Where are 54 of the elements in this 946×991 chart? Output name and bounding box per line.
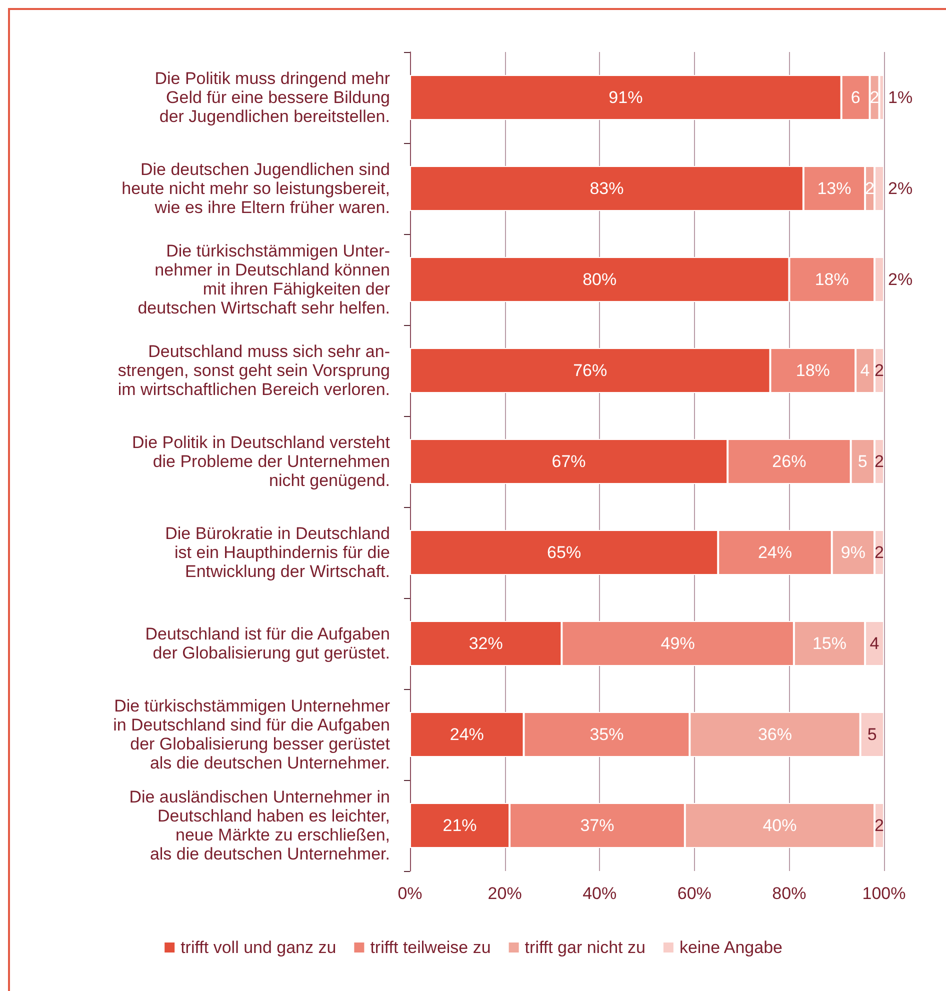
data-label: 1% xyxy=(888,88,913,107)
legend-label: trifft voll und ganz zu xyxy=(180,938,336,957)
legend-label: keine Angabe xyxy=(679,938,782,957)
y-tick-label: Die Politik in Deutschland versteht die Probleme der Unternehmen nicht genügend. xyxy=(132,433,390,490)
y-tick-label: Die Bürokratie in Deutschland ist ein Haupthindernis für die Entwicklung der Wirtschaft. xyxy=(165,524,390,581)
data-label: 32% xyxy=(468,634,503,653)
data-label: 21% xyxy=(442,816,477,835)
y-tick-label: Die deutschen Jugendlichen sind heute nicht mehr so leistungsbereit, wie es ihre Eltern früher waren. xyxy=(122,160,390,217)
data-label: 15% xyxy=(812,634,847,653)
data-label: 26% xyxy=(772,452,806,471)
data-label: 2 xyxy=(870,88,880,107)
data-label: 40% xyxy=(762,816,797,835)
data-label: 2 xyxy=(865,179,875,198)
data-label: 6 xyxy=(850,88,860,107)
data-label: 9% xyxy=(840,543,866,562)
data-label: 83% xyxy=(590,179,624,198)
y-tick-label: Die Politik muss dringend mehr Geld für eine bessere Bildung der Jugendlichen bereitstellen. xyxy=(154,69,390,126)
data-label: 65% xyxy=(547,543,582,562)
x-tick-label: 80% xyxy=(772,884,806,903)
data-label: 2% xyxy=(888,270,913,289)
data-label: 76% xyxy=(573,361,608,380)
data-label: 2 xyxy=(874,361,884,380)
legend-label: trifft teilweise zu xyxy=(370,938,491,957)
data-label: 24% xyxy=(758,543,792,562)
data-label: 91% xyxy=(608,88,643,107)
data-label: 2 xyxy=(874,816,884,835)
data-label: 24% xyxy=(450,725,484,744)
data-label: 67% xyxy=(552,452,586,471)
data-label: 18% xyxy=(814,270,849,289)
data-label: 4 xyxy=(860,361,870,380)
data-label: 13% xyxy=(817,179,852,198)
data-label: 49% xyxy=(660,634,695,653)
data-label: 5 xyxy=(858,452,868,471)
y-tick-label: Deutschland ist für die Aufgaben der Globalisierung gut gerüstet. xyxy=(145,624,390,662)
x-tick-label: 40% xyxy=(582,884,617,903)
data-label: 80% xyxy=(582,270,617,289)
x-tick-label: 100% xyxy=(862,884,906,903)
data-label: 2 xyxy=(874,452,884,471)
y-tick-label: Deutschland muss sich sehr an- strengen, sonst geht sein Vorsprung im wirtschaftlichen Bereich verloren. xyxy=(118,342,390,399)
x-tick-label: 20% xyxy=(488,884,522,903)
data-label: 4 xyxy=(870,634,880,653)
x-tick-label: 60% xyxy=(677,884,712,903)
data-label: 18% xyxy=(796,361,830,380)
data-label: 35% xyxy=(590,725,624,744)
data-label: 2% xyxy=(888,179,913,198)
data-label: 36% xyxy=(758,725,792,744)
y-tick-label: Die türkischstämmigen Unter- nehmer in Deutschland können mit ihren Fähigkeiten der deutschen Wirtschaft sehr helfen. xyxy=(138,242,390,318)
y-tick-label: Die ausländischen Unternehmer in Deutschland haben es leichter, neue Märkte zu erschließen, als die deutschen Unternehmer. xyxy=(129,788,390,864)
y-tick-label: Die türkischstämmigen Unternehmer in Deutschland sind für die Aufgaben der Globalisierung besser gerüstet als die deutschen Unternehmer. xyxy=(113,696,390,772)
data-label: 2 xyxy=(874,543,884,562)
data-label: 37% xyxy=(580,816,614,835)
data-label: 5 xyxy=(867,725,877,744)
legend-label: trifft gar nicht zu xyxy=(524,938,646,957)
x-tick-label: 0% xyxy=(398,884,422,903)
